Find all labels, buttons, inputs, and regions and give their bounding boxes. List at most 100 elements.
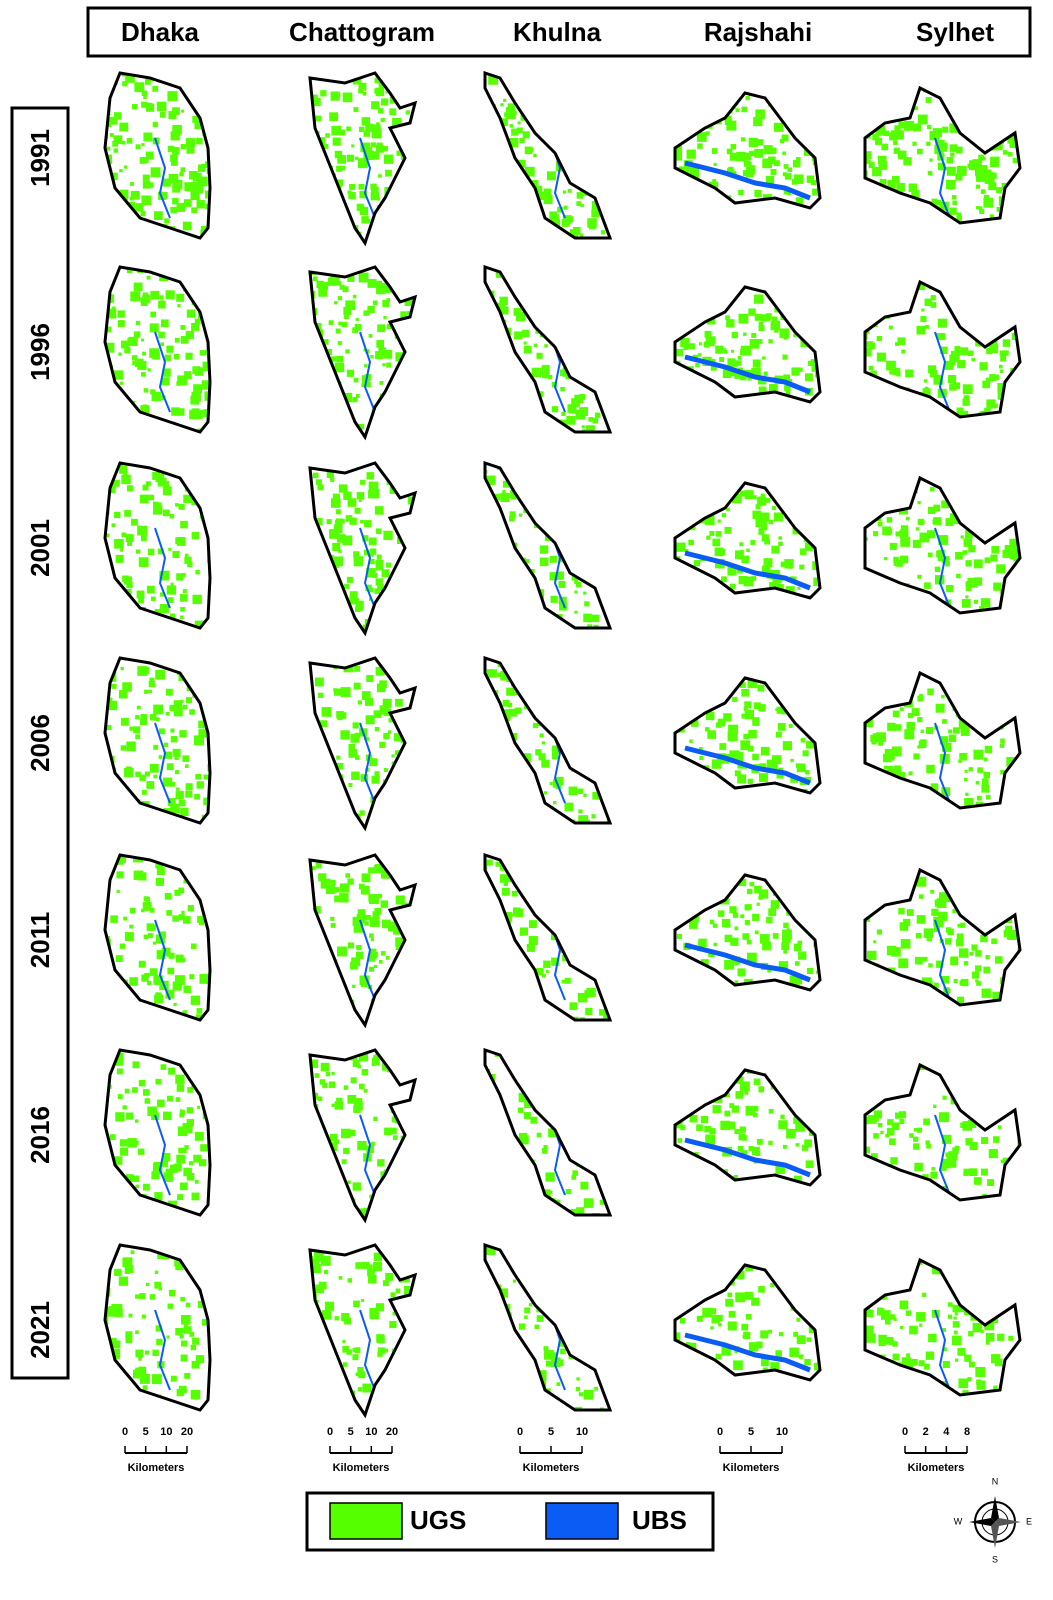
green-patch — [90, 1202, 94, 1206]
green-patch — [426, 303, 433, 310]
green-patch — [730, 153, 738, 161]
green-patch — [603, 1049, 610, 1056]
green-patch — [542, 470, 548, 476]
green-patch — [137, 591, 145, 599]
green-patch — [473, 1052, 480, 1059]
green-patch — [396, 325, 403, 332]
green-patch — [108, 410, 118, 420]
green-patch — [604, 630, 610, 636]
green-patch — [637, 381, 641, 385]
green-patch — [444, 1291, 448, 1295]
green-patch — [175, 1054, 179, 1058]
green-patch — [836, 194, 843, 201]
green-patch — [443, 960, 450, 967]
green-patch — [455, 360, 459, 364]
green-patch — [522, 330, 529, 337]
green-patch — [524, 989, 531, 996]
green-patch — [618, 1111, 623, 1116]
green-patch — [290, 722, 296, 728]
green-patch — [96, 150, 103, 157]
green-patch — [512, 400, 516, 404]
green-patch — [137, 666, 147, 676]
green-patch — [414, 591, 424, 601]
green-patch — [140, 157, 147, 164]
green-patch — [488, 146, 496, 154]
green-patch — [234, 896, 243, 905]
green-patch — [755, 151, 758, 154]
green-patch — [441, 1279, 449, 1287]
green-patch — [588, 417, 593, 422]
green-patch — [414, 388, 424, 398]
green-patch — [359, 127, 364, 132]
green-patch — [564, 803, 573, 812]
green-patch — [473, 411, 483, 421]
green-patch — [432, 1000, 436, 1004]
green-patch — [239, 619, 246, 626]
green-patch — [80, 789, 85, 794]
green-patch — [541, 80, 545, 84]
green-patch — [216, 355, 221, 360]
green-patch — [467, 808, 476, 817]
green-patch — [140, 425, 149, 434]
green-patch — [98, 620, 104, 626]
green-patch — [467, 98, 474, 105]
green-patch — [488, 160, 493, 165]
green-patch — [195, 367, 204, 376]
green-patch — [349, 1244, 354, 1249]
green-patch — [576, 1387, 580, 1391]
green-patch — [132, 355, 137, 360]
green-patch — [500, 103, 503, 106]
green-patch — [250, 945, 258, 953]
green-patch — [223, 1335, 229, 1341]
green-patch — [533, 278, 540, 285]
green-patch — [492, 1124, 501, 1133]
green-patch — [779, 69, 787, 77]
green-patch — [827, 244, 833, 250]
green-patch — [77, 567, 83, 573]
green-patch — [687, 213, 697, 223]
green-patch — [431, 590, 436, 595]
green-patch — [82, 1010, 90, 1018]
green-patch — [474, 126, 478, 130]
green-patch — [548, 126, 555, 133]
green-patch — [489, 669, 497, 677]
green-patch — [90, 574, 99, 583]
green-patch — [334, 459, 338, 463]
green-patch — [632, 237, 636, 241]
green-patch — [149, 678, 154, 683]
green-patch — [152, 1374, 162, 1384]
green-patch — [287, 867, 294, 874]
green-patch — [578, 1097, 587, 1106]
green-patch — [165, 893, 172, 900]
green-patch — [317, 484, 323, 490]
green-patch — [390, 384, 399, 393]
green-patch — [843, 236, 849, 242]
green-patch — [220, 1026, 227, 1033]
green-patch — [411, 579, 416, 584]
green-patch — [319, 562, 323, 566]
green-patch — [350, 734, 359, 743]
green-patch — [293, 1294, 299, 1300]
green-patch — [324, 590, 331, 597]
green-patch — [497, 341, 506, 350]
green-patch — [134, 1406, 139, 1411]
green-patch — [378, 174, 382, 178]
green-patch — [300, 320, 304, 324]
green-patch — [407, 1060, 411, 1064]
green-patch — [135, 734, 140, 739]
green-patch — [276, 716, 281, 721]
green-patch — [483, 368, 490, 375]
green-patch — [642, 519, 650, 527]
green-patch — [404, 1182, 413, 1191]
green-patch — [641, 694, 645, 698]
green-patch — [441, 758, 446, 763]
green-patch — [249, 1208, 258, 1217]
green-patch — [619, 1135, 626, 1142]
green-patch — [240, 1126, 246, 1132]
green-patch — [492, 755, 501, 764]
green-patch — [673, 133, 678, 138]
green-patch — [294, 1152, 300, 1158]
green-patch — [322, 707, 332, 717]
green-patch — [420, 965, 429, 974]
green-patch — [150, 389, 155, 394]
